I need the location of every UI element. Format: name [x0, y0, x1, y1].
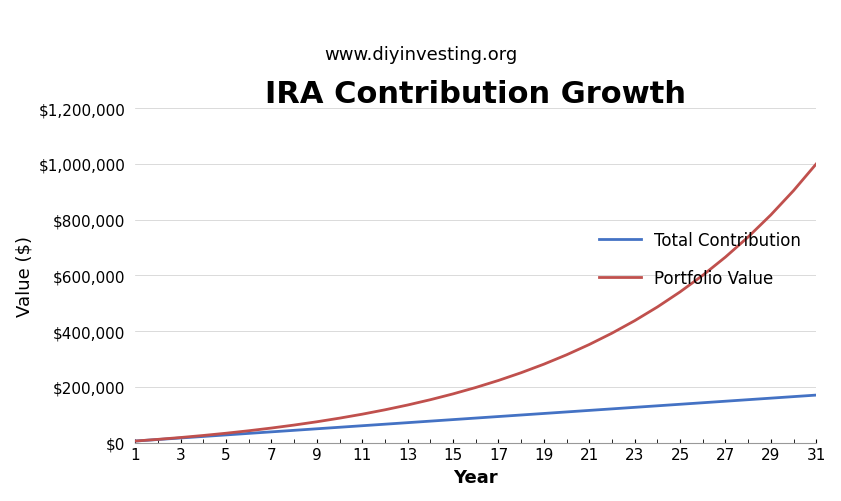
Portfolio Value — [539, 361, 549, 367]
Portfolio Value — [721, 255, 731, 261]
Total Contribution — [539, 411, 549, 417]
Total Contribution — [198, 433, 209, 439]
Total Contribution — [766, 395, 776, 401]
Total Contribution — [698, 400, 708, 406]
Y-axis label: Value ($): Value ($) — [15, 235, 33, 316]
Total Contribution — [812, 392, 822, 398]
Total Contribution — [176, 435, 186, 441]
Portfolio Value — [471, 385, 481, 391]
Total Contribution — [403, 420, 413, 426]
Portfolio Value — [403, 402, 413, 408]
Total Contribution — [494, 414, 504, 420]
Portfolio Value — [789, 188, 799, 194]
Total Contribution — [630, 404, 640, 410]
Portfolio Value — [289, 422, 299, 428]
Portfolio Value — [198, 432, 209, 438]
Total Contribution — [653, 403, 663, 409]
Portfolio Value — [630, 318, 640, 324]
Portfolio Value — [607, 331, 617, 337]
Portfolio Value — [312, 419, 322, 425]
Portfolio Value — [335, 415, 345, 421]
Portfolio Value — [812, 161, 822, 167]
Total Contribution — [357, 423, 368, 429]
Total Contribution — [289, 427, 299, 433]
Portfolio Value — [426, 397, 436, 403]
Portfolio Value — [357, 411, 368, 417]
Portfolio Value — [494, 378, 504, 384]
Legend: Total Contribution, Portfolio Value: Total Contribution, Portfolio Value — [593, 224, 808, 294]
Total Contribution — [743, 397, 754, 403]
Total Contribution — [426, 418, 436, 424]
Portfolio Value — [562, 352, 572, 358]
Portfolio Value — [675, 289, 685, 295]
Portfolio Value — [130, 438, 140, 444]
Portfolio Value — [221, 430, 231, 436]
Total Contribution — [516, 412, 526, 418]
Total Contribution — [380, 421, 390, 427]
Total Contribution — [267, 429, 277, 435]
Portfolio Value — [516, 370, 526, 376]
Total Contribution — [312, 426, 322, 432]
Total Contribution — [335, 424, 345, 430]
Portfolio Value — [766, 212, 776, 218]
Total Contribution — [130, 438, 140, 444]
Portfolio Value — [698, 273, 708, 279]
Portfolio Value — [244, 428, 254, 434]
Portfolio Value — [448, 391, 458, 397]
Total Contribution — [221, 432, 231, 438]
Text: www.diyinvesting.org: www.diyinvesting.org — [324, 46, 517, 64]
Portfolio Value — [176, 435, 186, 441]
Total Contribution — [562, 409, 572, 415]
Portfolio Value — [743, 234, 754, 240]
Line: Total Contribution: Total Contribution — [135, 395, 817, 441]
Portfolio Value — [153, 436, 163, 442]
Total Contribution — [607, 406, 617, 412]
Portfolio Value — [653, 305, 663, 311]
Portfolio Value — [584, 342, 595, 348]
Total Contribution — [153, 437, 163, 443]
Portfolio Value — [267, 425, 277, 431]
X-axis label: Year: Year — [453, 468, 498, 486]
Total Contribution — [448, 417, 458, 423]
Total Contribution — [244, 430, 254, 436]
Title: IRA Contribution Growth: IRA Contribution Growth — [265, 80, 686, 109]
Total Contribution — [675, 401, 685, 407]
Portfolio Value — [380, 407, 390, 413]
Total Contribution — [789, 394, 799, 400]
Total Contribution — [721, 398, 731, 404]
Line: Portfolio Value: Portfolio Value — [135, 164, 817, 441]
Total Contribution — [471, 415, 481, 421]
Total Contribution — [584, 408, 595, 414]
